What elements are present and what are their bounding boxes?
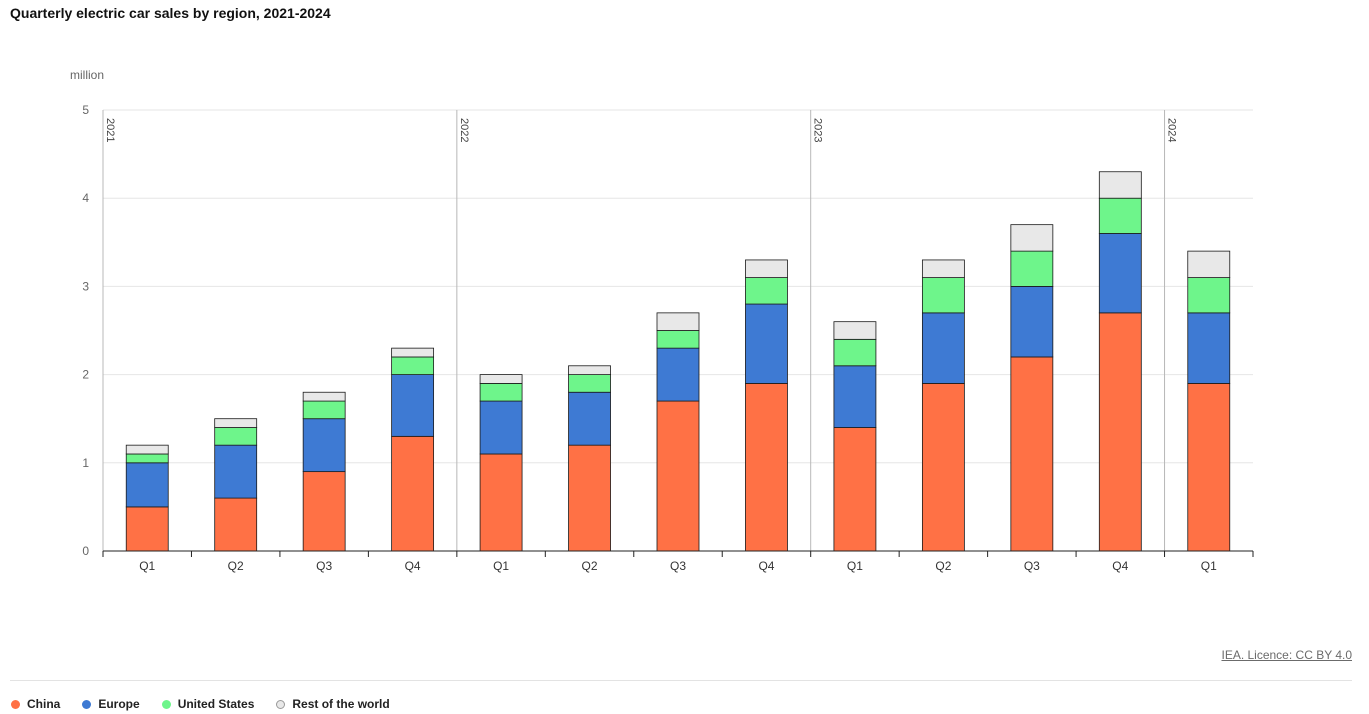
bar-segment-china[interactable] [833,427,877,552]
bar-segment-rest-of-the-world[interactable] [1010,224,1054,252]
year-label: 2022 [458,118,470,142]
y-tick-label: 2 [82,368,89,382]
bar-segment-europe[interactable] [391,374,435,437]
y-axis-unit-label: million [70,68,104,82]
bar-segment-europe[interactable] [214,444,258,499]
bar-segment-china[interactable] [125,506,169,552]
bar-segment-china[interactable] [214,497,258,552]
bar-segment-rest-of-the-world[interactable] [125,444,169,455]
x-tick-label: Q2 [582,559,598,573]
legend-label: United States [177,697,255,711]
y-tick-label: 5 [82,103,89,117]
legend-item-rest-of-the-world[interactable]: Rest of the world [276,697,390,711]
x-tick-label: Q1 [1201,559,1217,573]
x-tick-label: Q2 [935,559,951,573]
bar-segment-united-states[interactable] [745,277,788,305]
x-tick-label: Q4 [1112,559,1128,573]
bar-segment-united-states[interactable] [1187,277,1231,314]
bar-segment-united-states[interactable] [1098,197,1142,234]
bar-segment-united-states[interactable] [302,400,346,420]
bar-segment-china[interactable] [302,471,346,552]
bar-segment-rest-of-the-world[interactable] [302,391,346,402]
legend-swatch [82,699,92,709]
bar-segment-china[interactable] [1010,356,1054,552]
bar-segment-europe[interactable] [568,391,611,446]
bar-segment-rest-of-the-world[interactable] [214,418,258,428]
bar-segment-china[interactable] [1187,383,1231,552]
bar-segment-united-states[interactable] [391,356,435,375]
y-tick-label: 1 [82,456,89,470]
legend-swatch [276,699,286,709]
chart-title: Quarterly electric car sales by region, … [10,5,331,21]
year-separators: 2021 2022 2023 2024 [102,110,1178,551]
x-axis: Q1 Q2 Q3 Q4 Q1 Q2 Q3 Q4 Q1 Q2 Q3 Q4 Q1 [102,550,1254,573]
bar-segment-europe[interactable] [479,400,523,455]
bar-segment-rest-of-the-world[interactable] [656,312,700,331]
bar-segment-united-states[interactable] [1010,250,1054,287]
y-axis-ticks: 0 1 2 3 4 5 [82,103,89,558]
source-link[interactable]: IEA. Licence: CC BY 4.0 [1221,648,1352,662]
bar-segment-united-states[interactable] [656,330,700,349]
x-tick-label: Q3 [316,559,332,573]
bar-segment-united-states[interactable] [479,383,523,402]
bar-segment-europe[interactable] [656,347,700,402]
bar-segment-united-states[interactable] [125,453,169,464]
legend-item-europe[interactable]: Europe [82,697,140,711]
bar-segment-rest-of-the-world[interactable] [745,259,788,278]
bar-segment-europe[interactable] [1187,312,1231,384]
bar-segment-rest-of-the-world[interactable] [1187,250,1231,278]
bar-segment-europe[interactable] [921,312,965,384]
x-tick-label: Q3 [670,559,686,573]
y-tick-label: 0 [82,544,89,558]
legend-item-united-states[interactable]: United States [161,697,255,711]
bar-segment-china[interactable] [921,383,965,552]
x-tick-label: Q4 [405,559,421,573]
bar-segment-china[interactable] [391,435,435,552]
bar-segment-united-states[interactable] [214,427,258,446]
year-label: 2024 [1166,118,1178,142]
bar-segment-united-states[interactable] [921,277,965,314]
bar-segment-united-states[interactable] [568,374,611,393]
bars [125,171,1231,552]
legend-label: China [27,697,61,711]
y-tick-label: 3 [82,279,89,293]
bar-segment-china[interactable] [745,383,788,552]
bar-segment-china[interactable] [568,444,611,552]
bar-segment-rest-of-the-world[interactable] [833,321,877,340]
bar-segment-china[interactable] [1098,312,1142,552]
x-tick-label: Q1 [493,559,509,573]
legend-label: Europe [98,697,140,711]
y-tick-label: 4 [82,191,89,205]
legend-item-china[interactable]: China [11,697,60,711]
bar-segment-united-states[interactable] [833,338,877,367]
x-tick-label: Q4 [758,559,774,573]
legend-label: Rest of the world [292,697,390,711]
bar-segment-rest-of-the-world[interactable] [568,365,611,375]
bar-segment-rest-of-the-world[interactable] [391,347,435,358]
bar-segment-rest-of-the-world[interactable] [921,259,965,278]
x-tick-label: Q3 [1024,559,1040,573]
bar-segment-rest-of-the-world[interactable] [1098,171,1142,199]
year-label: 2021 [104,118,116,142]
x-tick-label: Q1 [847,559,863,573]
bar-segment-china[interactable] [479,453,523,552]
x-tick-label: Q2 [228,559,244,573]
bar-segment-europe[interactable] [1098,233,1142,314]
legend-swatch [161,699,171,709]
x-tick-label: Q1 [139,559,155,573]
bar-segment-europe[interactable] [302,418,346,473]
stacked-bar-chart: million 0 1 2 3 4 5 2021 2022 2023 2024 Q1 Q2 Q3 Q4… [70,68,1254,573]
bar-segment-europe[interactable] [125,462,169,508]
bar-segment-europe[interactable] [745,303,788,384]
legend: China Europe United States Rest of the worl… [11,697,390,711]
year-label: 2023 [812,118,824,142]
bar-segment-europe[interactable] [1010,285,1054,358]
bar-segment-china[interactable] [656,400,700,552]
legend-divider [10,680,1352,681]
bar-segment-rest-of-the-world[interactable] [479,374,523,384]
legend-swatch [11,699,20,709]
bar-segment-europe[interactable] [833,365,877,428]
